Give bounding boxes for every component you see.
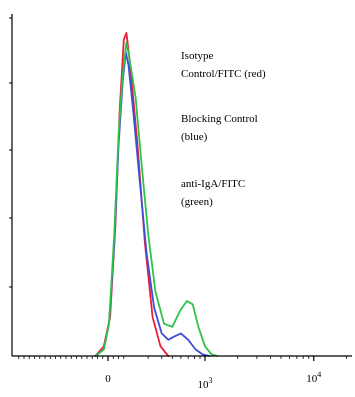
series-layer [94,32,219,357]
legend-line-1: Control/FITC (red) [181,68,266,80]
legend-line-0: Isotype [181,50,214,62]
legend-line-4: anti-IgA/FITC [181,178,245,190]
x-tick-label-1: 103 [198,376,213,391]
x-tick-label-2: 104 [306,370,321,385]
legend: Isotype Control/FITC (red) Blocking Contro… [181,50,266,208]
legend-line-5: (green) [181,196,213,208]
x-tick-label-0: 0 [105,373,111,385]
series-line-green [94,41,219,357]
legend-line-3: (blue) [181,131,208,143]
legend-line-2: Blocking Control [181,113,258,125]
x-tick-labels: 0103104105 [105,370,321,391]
